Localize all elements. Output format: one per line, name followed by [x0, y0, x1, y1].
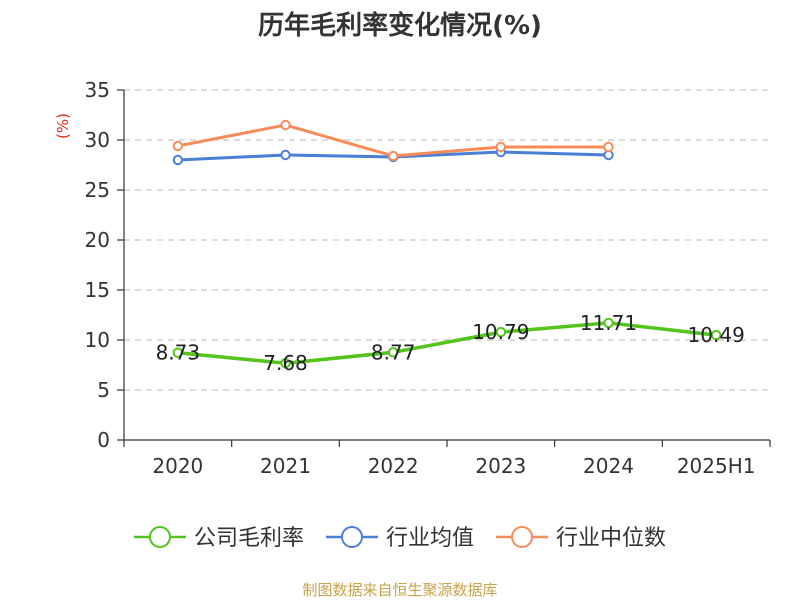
x-tick-label: 2024 [583, 454, 634, 478]
axes: 0 5 10 15 20 25 30 35 2020 2021 2022 2023 2024 2025H1 [85, 78, 771, 478]
legend[interactable]: 公司毛利率 行业均值 行业中位数 [133, 526, 666, 551]
data-point [495, 326, 507, 338]
data-point [495, 141, 507, 153]
data-source-note: 制图数据来自恒生聚源数据库 [302, 581, 497, 599]
y-tick-label: 0 [97, 428, 110, 452]
data-point [280, 149, 291, 161]
legend-marker [511, 526, 534, 548]
legend-marker [340, 526, 363, 548]
data-point [387, 150, 399, 162]
x-tick-label: 2021 [260, 454, 311, 478]
x-tick-label: 2025H1 [677, 454, 756, 478]
y-tick-label: 35 [85, 78, 110, 102]
series-layer [172, 119, 722, 369]
grid-lines [124, 89, 770, 391]
y-tick-label: 5 [97, 378, 110, 402]
data-point [172, 154, 184, 166]
y-tick-label: 10 [85, 328, 110, 352]
data-label: 7.68 [263, 351, 308, 375]
data-label: 8.77 [371, 340, 416, 364]
data-point [172, 347, 184, 358]
legend-label: 行业中位数 [556, 526, 666, 551]
x-tick-label: 2022 [368, 454, 419, 478]
data-point [280, 358, 291, 369]
legend-item[interactable]: 行业均值 [325, 526, 474, 551]
y-tick-label: 25 [85, 178, 110, 202]
series-line [177, 321, 717, 365]
y-tick-label: 20 [85, 228, 110, 252]
legend-marker [148, 526, 171, 548]
chart-title: 历年毛利率变化情况(%) [258, 10, 542, 41]
data-point [710, 329, 722, 341]
legend-item[interactable]: 公司毛利率 [133, 526, 304, 551]
x-tick-label: 2023 [475, 454, 526, 478]
y-axis-unit: (%) [54, 113, 72, 139]
legend-item[interactable]: 行业中位数 [496, 526, 666, 551]
data-point [172, 140, 184, 152]
data-label: 8.73 [156, 341, 201, 365]
data-point [603, 141, 614, 153]
data-point [280, 119, 291, 131]
data-labels: 8.73 7.68 8.77 10.79 11.71 10.49 [156, 311, 745, 375]
y-tick-label: 15 [85, 278, 110, 302]
y-tick-label: 30 [85, 128, 110, 152]
legend-label: 公司毛利率 [194, 526, 304, 551]
data-label: 10.79 [472, 320, 529, 344]
data-point [387, 347, 399, 358]
x-tick-label: 2020 [152, 454, 203, 478]
data-label: 11.71 [580, 311, 637, 335]
legend-label: 行业均值 [386, 526, 474, 551]
data-label: 10.49 [688, 323, 745, 347]
data-point [603, 317, 614, 329]
